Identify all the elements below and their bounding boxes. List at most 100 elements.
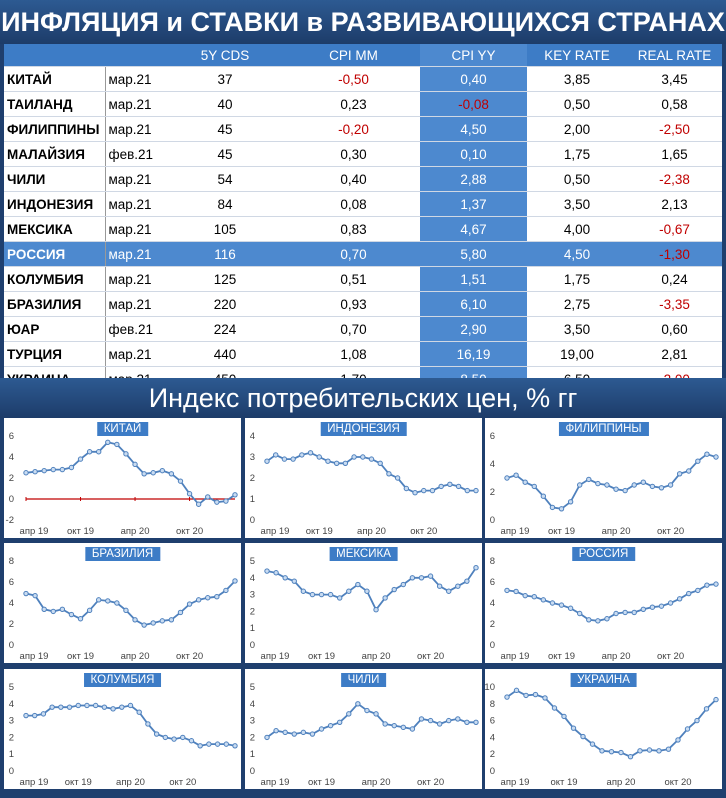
cell-country: ФИЛИППИНЫ xyxy=(4,116,106,142)
data-point xyxy=(531,594,537,600)
cell-mm: 0,93 xyxy=(287,291,420,317)
y-tick-label: 6 xyxy=(490,431,495,442)
table-row: МЕКСИКА мар.21 105 0,83 4,67 4,00 -0,67 xyxy=(4,216,722,242)
data-point xyxy=(95,597,102,603)
series-line xyxy=(26,704,236,747)
y-tick-label: 1 xyxy=(250,494,255,505)
cell-country: МЕКСИКА xyxy=(4,216,106,242)
cell-real: -2,50 xyxy=(627,116,722,142)
data-point xyxy=(273,570,279,576)
data-point xyxy=(656,748,662,754)
data-point xyxy=(168,471,175,477)
data-point xyxy=(132,617,138,623)
x-tick-label: окт 19 xyxy=(548,526,575,537)
data-point xyxy=(455,483,462,490)
data-point xyxy=(522,479,528,485)
data-point xyxy=(110,706,116,712)
cell-key: 4,50 xyxy=(527,241,627,267)
data-point xyxy=(86,449,93,455)
data-point xyxy=(232,743,238,749)
cell-mm: 0,51 xyxy=(287,266,420,292)
cell-country: ТУРЦИЯ xyxy=(4,341,106,367)
data-point xyxy=(307,450,314,456)
cell-yy: 1,51 xyxy=(420,266,527,292)
data-point xyxy=(504,475,510,481)
data-point xyxy=(473,719,479,725)
data-point xyxy=(325,458,331,464)
data-point xyxy=(150,620,156,626)
data-point xyxy=(273,452,279,458)
cell-mm: 0,30 xyxy=(287,141,420,167)
table-row: МАЛАЙЗИЯ фев.21 45 0,30 0,10 1,75 1,65 xyxy=(4,141,722,167)
y-tick-label: 3 xyxy=(250,590,255,601)
cell-cds: 125 xyxy=(163,266,287,292)
cell-real: 0,24 xyxy=(627,266,722,292)
data-point xyxy=(558,602,565,608)
data-point xyxy=(640,479,647,485)
data-point xyxy=(704,582,710,588)
data-point xyxy=(351,454,357,460)
data-point xyxy=(446,588,452,594)
x-tick-label: апр 20 xyxy=(602,526,631,537)
data-point xyxy=(608,748,615,755)
chart-title: МЕКСИКА xyxy=(329,547,398,561)
data-point xyxy=(676,471,683,477)
data-point xyxy=(373,607,379,613)
chart-svg: 0 2 4 6 апр 19 окт 19 апр 20 окт 20 xyxy=(490,431,719,537)
series-line xyxy=(266,567,477,612)
data-point xyxy=(342,460,349,466)
x-tick-label: апр 20 xyxy=(121,651,150,662)
data-point xyxy=(68,464,75,471)
data-point xyxy=(150,470,156,476)
cell-date: мар.21 xyxy=(105,241,163,267)
x-tick-label: апр 19 xyxy=(261,526,290,537)
data-point xyxy=(333,460,340,466)
data-point xyxy=(336,719,343,725)
data-point xyxy=(32,712,38,719)
data-point xyxy=(373,711,379,717)
data-point xyxy=(232,578,238,584)
y-tick-label: 4 xyxy=(250,573,255,584)
chart-panel-brazil: 0 2 4 6 8 апр 19 окт 19 апр 20 окт 20 БРАЗИЛИЯ xyxy=(4,543,241,663)
y-tick-label: 3 xyxy=(9,716,14,727)
cpi-section-banner: Индекс потребительских цен, % гг xyxy=(0,378,726,418)
x-tick-label: апр 20 xyxy=(607,777,636,788)
data-point xyxy=(646,747,653,753)
inflation-rates-table: 5Y CDS CPI MM CPI YY KEY RATE REAL RATE КИТА… xyxy=(4,44,722,392)
cpi-section-title: Индекс потребительских цен, % гг xyxy=(148,383,578,413)
data-point xyxy=(282,575,288,581)
y-tick-label: 0 xyxy=(250,766,255,777)
cell-date: мар.21 xyxy=(105,116,163,142)
data-point xyxy=(114,441,120,448)
chart-svg: 0 1 2 3 4 5 апр 19 окт 19 апр 20 окт 20 xyxy=(250,682,479,788)
data-point xyxy=(291,578,297,584)
data-point xyxy=(599,748,605,754)
x-tick-label: окт 19 xyxy=(308,651,335,662)
data-point xyxy=(504,694,510,700)
data-point xyxy=(640,606,647,613)
cell-country: БРАЗИЛИЯ xyxy=(4,291,106,317)
y-tick-label: 0 xyxy=(250,640,255,651)
data-point xyxy=(391,722,397,729)
data-point xyxy=(92,702,99,709)
cell-real: 2,13 xyxy=(627,191,722,217)
x-tick-label: окт 20 xyxy=(657,526,684,537)
data-point xyxy=(622,487,628,494)
cell-yy: 0,10 xyxy=(420,141,527,167)
cell-real: -2,38 xyxy=(627,166,722,192)
data-point xyxy=(282,729,288,736)
data-point xyxy=(704,451,710,457)
chart-panel-chile: 0 1 2 3 4 5 апр 19 окт 19 апр 20 окт 20 ЧИЛИ xyxy=(245,669,482,789)
data-point xyxy=(223,498,229,504)
data-point xyxy=(299,452,305,458)
series-line xyxy=(25,441,236,506)
cell-yy: 2,90 xyxy=(420,316,527,342)
x-tick-label: апр 19 xyxy=(20,651,49,662)
chart-title: ИНДОНЕЗИЯ xyxy=(320,422,407,436)
y-tick-label: 4 xyxy=(9,699,14,710)
data-point xyxy=(436,583,443,589)
y-tick-label: 1 xyxy=(9,749,14,760)
data-point xyxy=(618,749,624,756)
y-tick-label: 2 xyxy=(490,619,495,630)
data-point xyxy=(205,595,211,601)
